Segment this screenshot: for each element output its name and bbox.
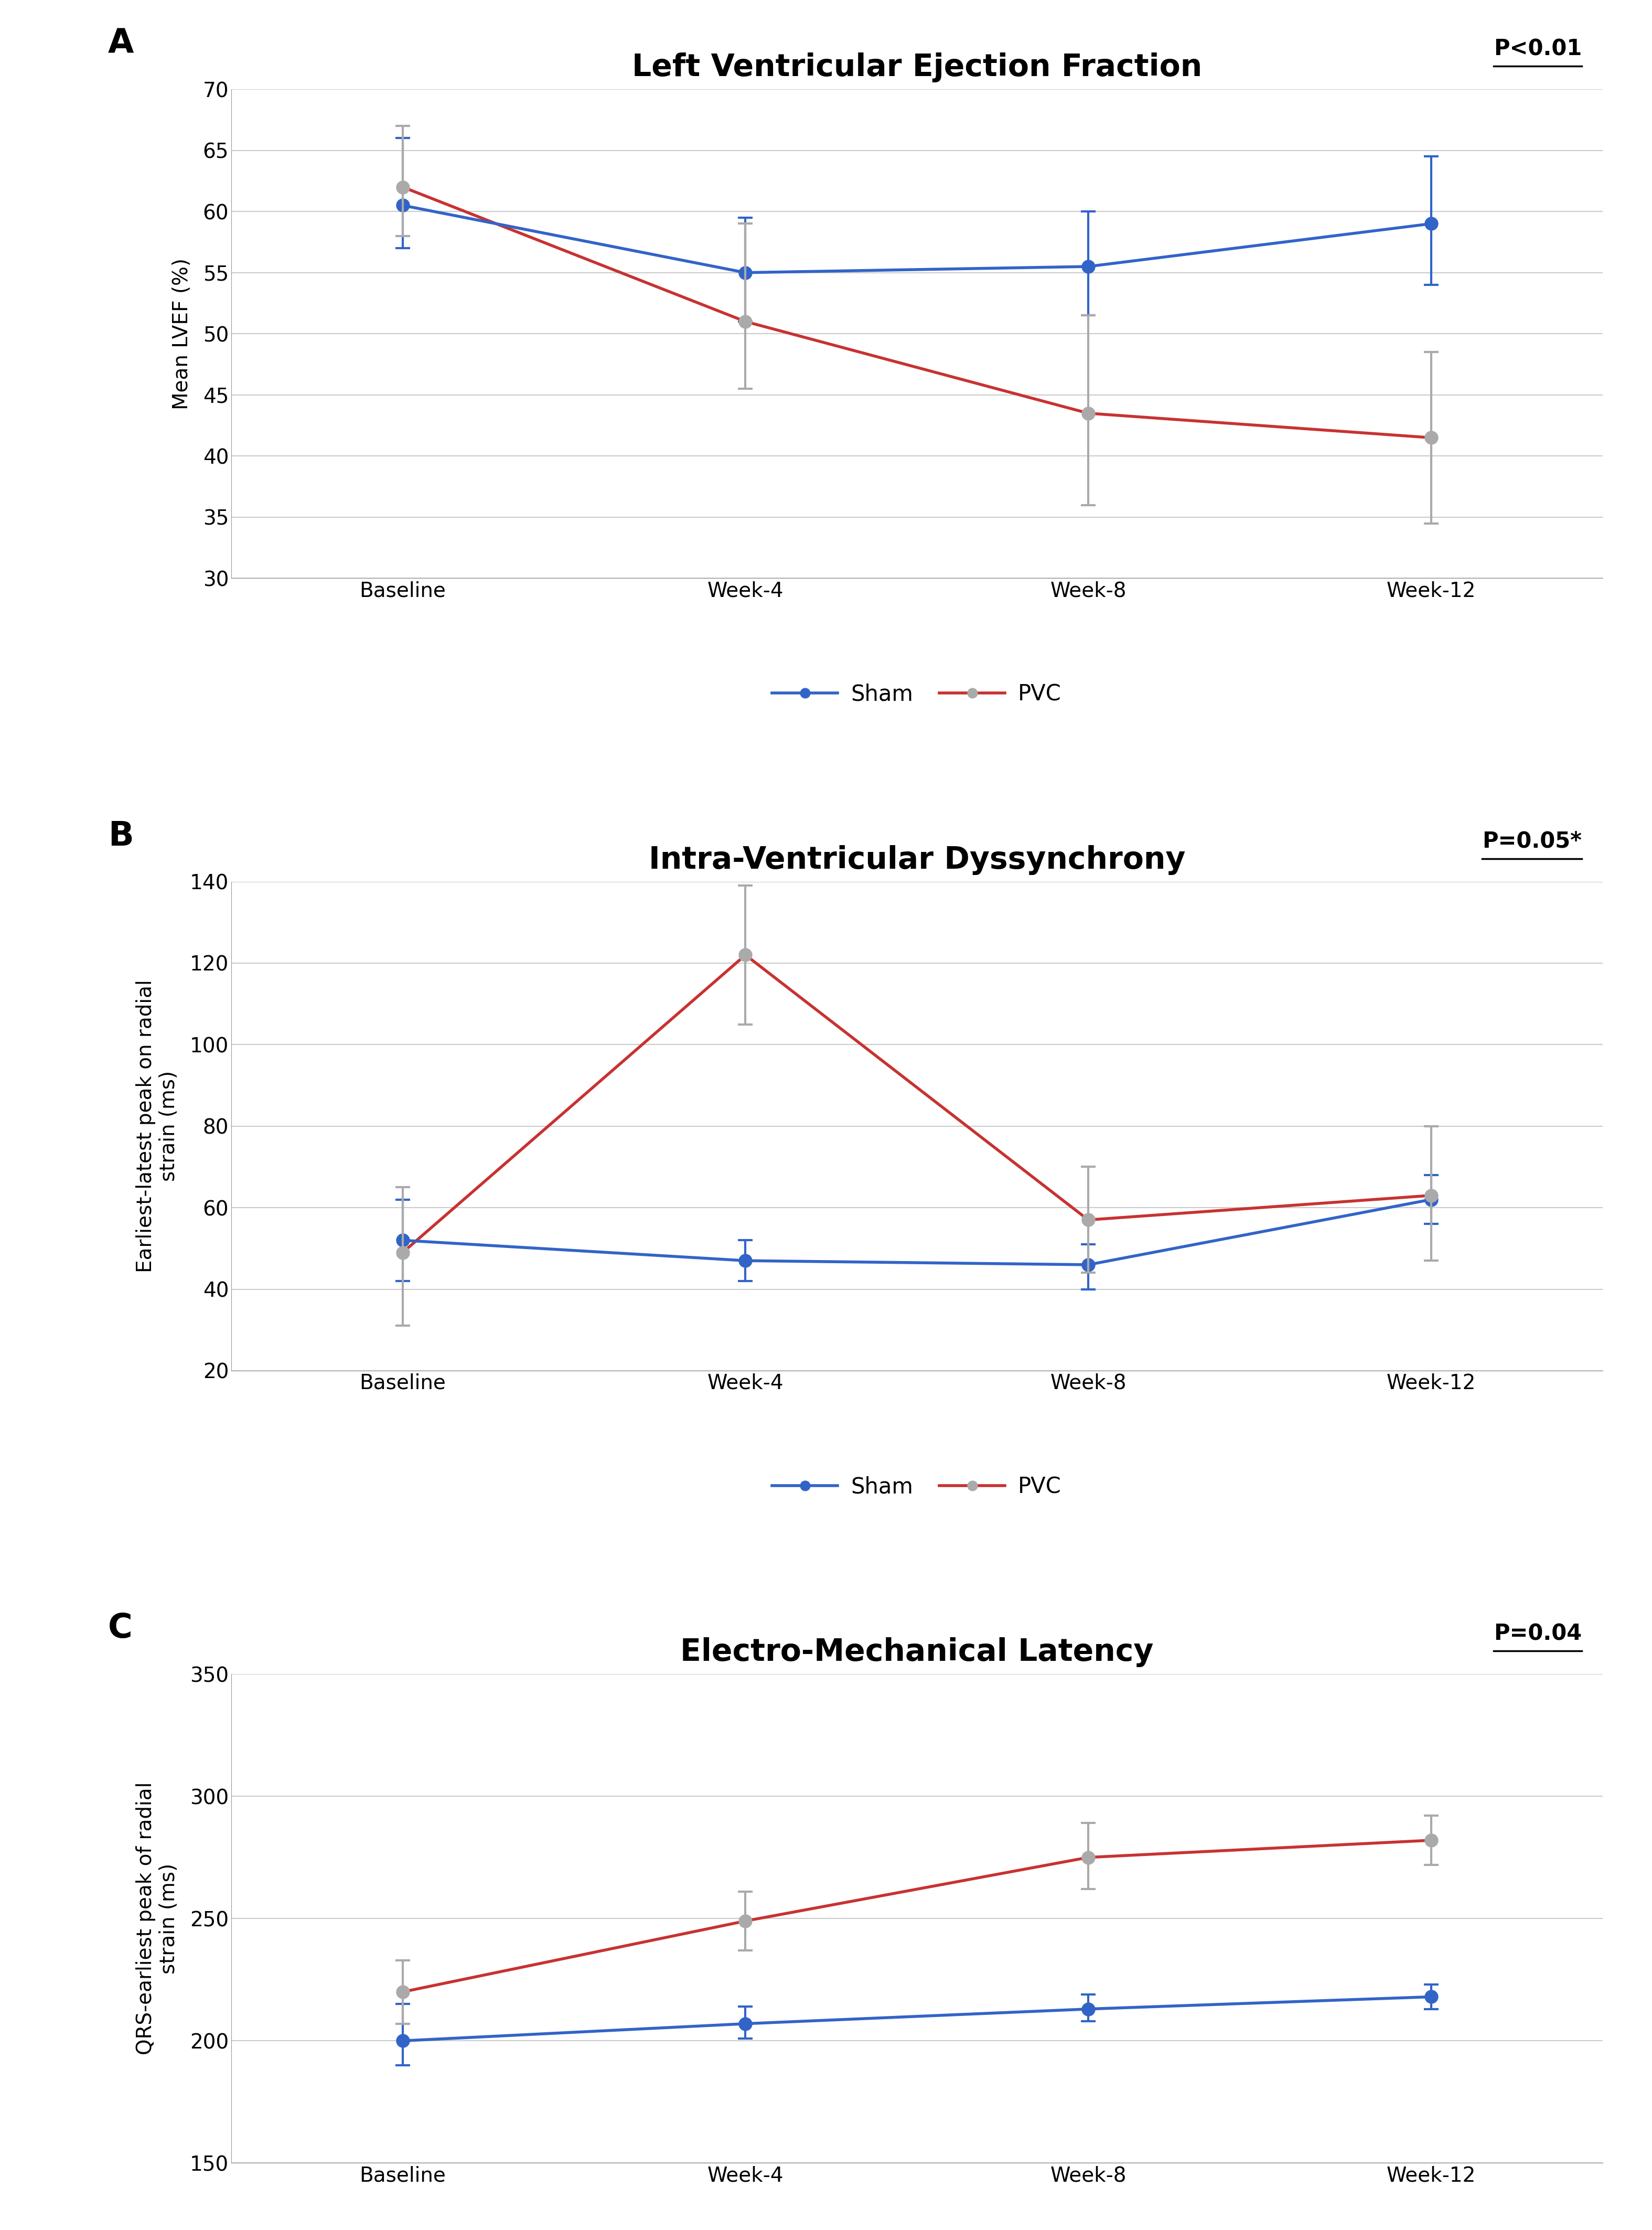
Text: P=0.04: P=0.04 [1493,1623,1583,1646]
Y-axis label: QRS-earliest peak of radial
strain (ms): QRS-earliest peak of radial strain (ms) [135,1782,178,2056]
Title: Intra-Ventricular Dyssynchrony: Intra-Ventricular Dyssynchrony [649,845,1184,874]
Text: A: A [107,27,134,60]
Text: P=0.05*: P=0.05* [1482,830,1583,852]
Text: C: C [107,1612,132,1646]
Title: Electro-Mechanical Latency: Electro-Mechanical Latency [681,1637,1153,1668]
Text: P<0.01: P<0.01 [1493,38,1583,60]
Y-axis label: Mean LVEF (%): Mean LVEF (%) [172,259,192,410]
Title: Left Ventricular Ejection Fraction: Left Ventricular Ejection Fraction [631,54,1203,83]
Y-axis label: Earliest-latest peak on radial
strain (ms): Earliest-latest peak on radial strain (m… [135,979,178,1273]
Text: B: B [107,821,134,852]
Legend: Sham, PVC: Sham, PVC [763,676,1070,714]
Legend: Sham, PVC: Sham, PVC [763,1467,1070,1507]
